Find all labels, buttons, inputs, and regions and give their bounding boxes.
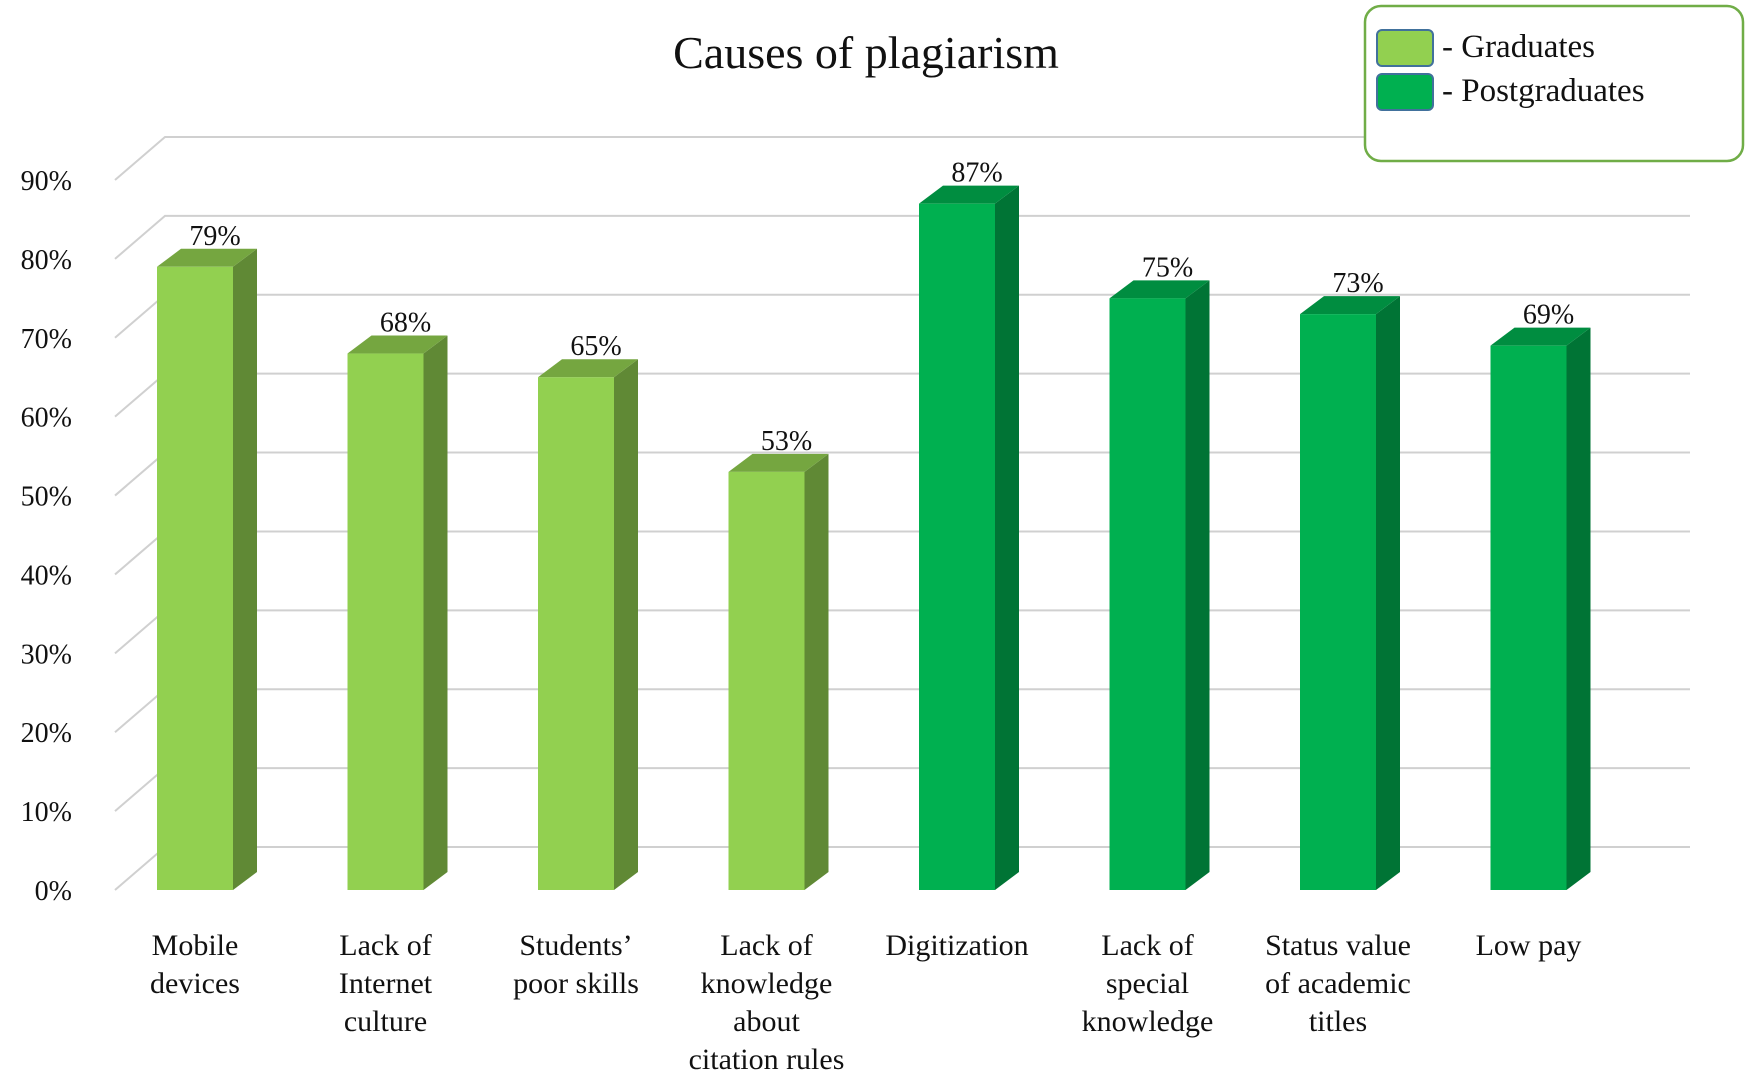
bar-side [995,185,1019,890]
legend-label: - Postgraduates [1442,73,1645,109]
x-category-label: Lack of knowledge about citation rules [689,929,845,1076]
y-tick-label: 60% [21,403,72,434]
bar [1109,280,1210,890]
data-label: 73% [1332,268,1383,299]
data-label: 87% [951,158,1002,189]
x-category-label: Lack of special knowledge [1082,929,1214,1038]
legend: - Graduates - Postgraduates [1363,4,1745,163]
y-tick-label: 0% [35,876,72,907]
bar-front [157,266,233,890]
y-tick-label: 10% [21,797,72,828]
y-tick-label: 90% [21,166,72,197]
legend-swatch [1376,29,1434,67]
x-category-label: Lack of Internet culture [339,929,433,1038]
gridline [114,214,1690,260]
data-label: 65% [570,331,621,362]
x-category-label: Digitization [885,929,1028,962]
bar-top [728,453,829,472]
bar-front [1300,314,1376,891]
bar-front [347,353,424,890]
bar-side [423,335,448,890]
bar-front [1109,298,1186,890]
x-category-label: Students’ poor skills [513,929,639,1000]
y-tick-label: 20% [21,718,72,749]
bars [157,185,1591,891]
gridline [114,293,1690,339]
labels: 0% 10% 20% 30% 40% 50% 60% 70% 80% 90% 79% 68% 65% 53… [21,158,1582,1076]
bar-side [804,453,829,890]
bar-top [919,185,1019,204]
bar-side [614,359,638,890]
bar [1300,296,1400,891]
bar [538,359,638,890]
y-tick-label: 40% [21,560,72,591]
bar-front [538,377,614,890]
bar [347,335,448,890]
bar-side [233,248,257,890]
bar [1490,327,1591,891]
bar-top [538,359,638,378]
bar-top [157,248,257,267]
bar-top [1490,327,1591,346]
y-tick-label: 70% [21,324,72,355]
bar-side [1185,280,1210,890]
bar-front [728,471,805,890]
legend-box [1363,4,1745,163]
bar [919,185,1019,890]
bar-top [1300,296,1400,315]
x-category-label: Low pay [1476,929,1582,962]
chart-title: Causes of plagiarism [673,27,1059,78]
gridline [114,136,1690,181]
bar [728,453,829,890]
data-label: 68% [380,308,431,339]
x-category-label: Mobile devices [150,929,240,1000]
data-label: 69% [1523,300,1574,331]
y-tick-label: 30% [21,639,72,670]
data-label: 75% [1142,252,1193,283]
y-tick-label: 80% [21,245,72,276]
data-label: 53% [761,426,812,457]
x-category-label: Status value of academic titles [1265,929,1411,1038]
bar-top [1109,280,1210,299]
bar-side [1566,327,1591,891]
bar [157,248,257,890]
bar-front [1490,345,1567,891]
bar-side [1376,296,1400,891]
legend-label: - Graduates [1442,29,1595,65]
bar-top [347,335,448,354]
data-label: 79% [189,221,240,252]
legend-swatch [1376,73,1434,111]
bar-front [919,203,995,890]
y-tick-label: 50% [21,482,72,513]
